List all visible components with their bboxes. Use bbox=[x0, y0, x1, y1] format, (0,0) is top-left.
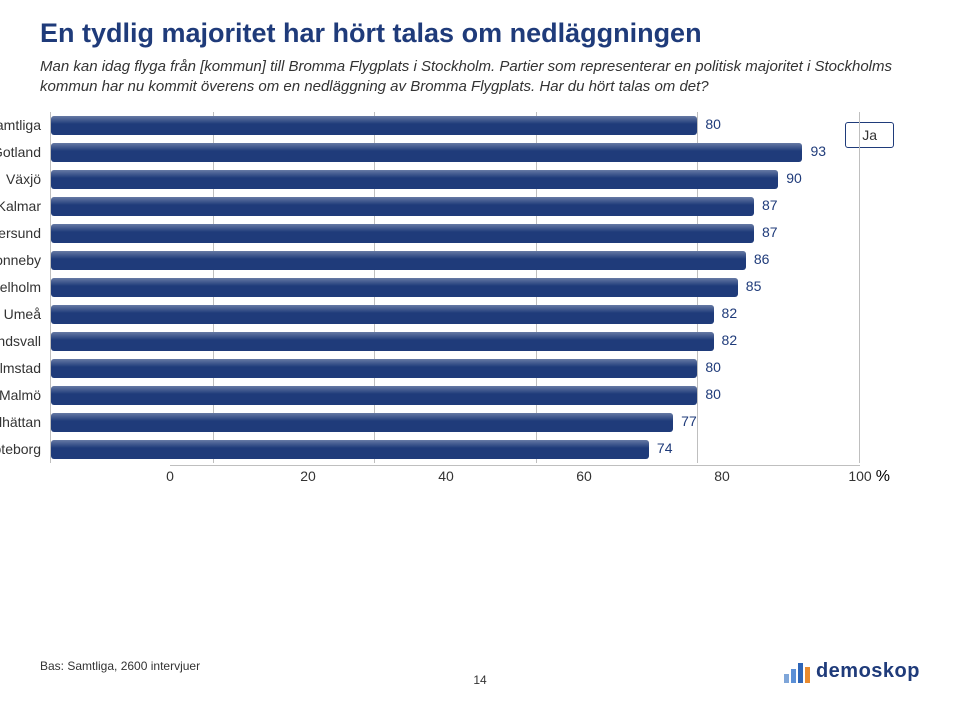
value-label: 87 bbox=[762, 224, 778, 240]
category-label: Ronneby bbox=[0, 247, 51, 274]
chart-row: Sundsvall82 bbox=[51, 328, 859, 355]
bar: 85 bbox=[51, 278, 738, 297]
bar: 74 bbox=[51, 440, 649, 459]
chart-row: Ronneby86 bbox=[51, 247, 859, 274]
category-label: Göteborg bbox=[0, 436, 51, 463]
category-label: Umeå bbox=[0, 301, 51, 328]
bar: 77 bbox=[51, 413, 673, 432]
x-tick: 20 bbox=[300, 468, 316, 484]
bar: 82 bbox=[51, 332, 714, 351]
bar: 87 bbox=[51, 197, 754, 216]
subtitle: Man kan idag flyga från [kommun] till Br… bbox=[40, 57, 920, 98]
value-label: 82 bbox=[722, 305, 738, 321]
x-tick: 60 bbox=[576, 468, 592, 484]
legend-label: Ja bbox=[862, 127, 877, 143]
category-label: Växjö bbox=[0, 166, 51, 193]
bar: 80 bbox=[51, 116, 697, 135]
logo-bar-icon bbox=[784, 674, 789, 683]
value-label: 87 bbox=[762, 197, 778, 213]
category-label: Samtliga bbox=[0, 112, 51, 139]
bar: 82 bbox=[51, 305, 714, 324]
value-label: 80 bbox=[705, 359, 721, 375]
footer-note: Bas: Samtliga, 2600 intervjuer bbox=[40, 659, 200, 673]
value-label: 80 bbox=[705, 386, 721, 402]
category-label: Kalmar bbox=[0, 193, 51, 220]
x-tick: 40 bbox=[438, 468, 454, 484]
category-label: Sundsvall bbox=[0, 328, 51, 355]
chart-row: Trollhättan77 bbox=[51, 409, 859, 436]
value-label: 90 bbox=[786, 170, 802, 186]
chart-row: Östersund87 bbox=[51, 220, 859, 247]
bar: 86 bbox=[51, 251, 746, 270]
value-label: 77 bbox=[681, 413, 697, 429]
value-label: 93 bbox=[810, 143, 826, 159]
bar: 80 bbox=[51, 359, 697, 378]
chart-row: Växjö90 bbox=[51, 166, 859, 193]
bar: 90 bbox=[51, 170, 778, 189]
chart-row: Halmstad80 bbox=[51, 355, 859, 382]
value-label: 86 bbox=[754, 251, 770, 267]
bar: 80 bbox=[51, 386, 697, 405]
logo-bar-icon bbox=[791, 669, 796, 683]
chart-row: Umeå82 bbox=[51, 301, 859, 328]
category-label: Ängelholm bbox=[0, 274, 51, 301]
x-tick: 0 bbox=[166, 468, 174, 484]
chart-row: Samtliga80 bbox=[51, 112, 859, 139]
category-label: Halmstad bbox=[0, 355, 51, 382]
logo: demoskop bbox=[784, 660, 920, 683]
page-number: 14 bbox=[473, 673, 486, 687]
bar-chart: Ja Samtliga80Gotland93Växjö90Kalmar87Öst… bbox=[50, 112, 860, 489]
value-label: 85 bbox=[746, 278, 762, 294]
category-label: Östersund bbox=[0, 220, 51, 247]
page-title: En tydlig majoritet har hört talas om ne… bbox=[40, 18, 920, 49]
logo-bars-icon bbox=[784, 661, 810, 683]
bar: 87 bbox=[51, 224, 754, 243]
logo-bar-icon bbox=[798, 663, 803, 683]
chart-row: Göteborg74 bbox=[51, 436, 859, 463]
value-label: 82 bbox=[722, 332, 738, 348]
x-tick: 80 bbox=[714, 468, 730, 484]
category-label: Trollhättan bbox=[0, 409, 51, 436]
category-label: Malmö bbox=[0, 382, 51, 409]
chart-row: Ängelholm85 bbox=[51, 274, 859, 301]
category-label: Gotland bbox=[0, 139, 51, 166]
value-label: 74 bbox=[657, 440, 673, 456]
x-tick: 100 bbox=[848, 468, 871, 484]
bar: 93 bbox=[51, 143, 802, 162]
logo-bar-icon bbox=[805, 667, 810, 683]
logo-text: demoskop bbox=[816, 660, 920, 683]
chart-row: Malmö80 bbox=[51, 382, 859, 409]
value-label: 80 bbox=[705, 116, 721, 132]
axis-unit: % bbox=[876, 468, 890, 486]
chart-row: Gotland93 bbox=[51, 139, 859, 166]
chart-row: Kalmar87 bbox=[51, 193, 859, 220]
